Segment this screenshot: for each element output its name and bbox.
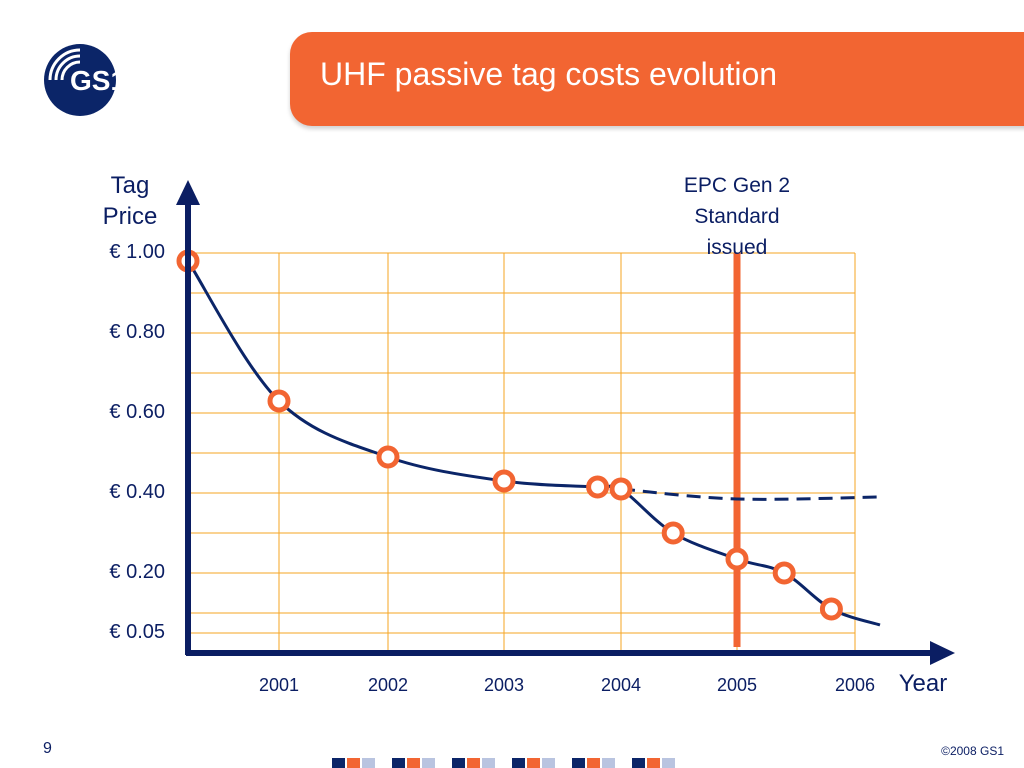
annotation-line-1: EPC Gen 2 (683, 174, 791, 197)
data-point-2 (376, 445, 400, 469)
footer-stripe-0 (332, 758, 345, 768)
footer-stripe-3 (377, 758, 390, 768)
footer-stripe-5 (407, 758, 420, 768)
footer-stripe-16 (572, 758, 585, 768)
y-tick-label: € 0.60 (109, 401, 165, 423)
footer-stripe-9 (467, 758, 480, 768)
data-point-6 (661, 521, 685, 545)
footer-stripe-6 (422, 758, 435, 768)
markers-group (176, 249, 843, 621)
logo-text: GS1 (70, 65, 126, 96)
x-axis-title: Year (898, 670, 948, 697)
data-point-5 (609, 477, 633, 501)
title-banner (290, 32, 1024, 126)
y-tick-label: € 0.80 (109, 321, 165, 343)
data-point-3 (492, 469, 516, 493)
chart-grid (188, 252, 856, 653)
footer-stripe-2 (362, 758, 375, 768)
footer-stripe-22 (662, 758, 675, 768)
footer-stripe-1 (347, 758, 360, 768)
x-tick-label: 2004 (600, 675, 642, 695)
footer-stripe-10 (482, 758, 495, 768)
x-tick-label: 2005 (716, 675, 758, 695)
data-point-9 (819, 597, 843, 621)
data-point-1 (267, 389, 291, 413)
footer-stripe-18 (602, 758, 615, 768)
y-tick-label: € 1.00 (109, 241, 165, 263)
footer-stripe-15 (557, 758, 570, 768)
copyright: ©2008 GS1 (941, 744, 1004, 758)
footer-stripe-23 (677, 758, 690, 768)
data-point-4 (586, 475, 610, 499)
x-tick-label: 2001 (258, 675, 300, 695)
x-tick-label: 2002 (367, 675, 409, 695)
footer-stripe-11 (497, 758, 510, 768)
annotation-line-2: Standard (694, 205, 780, 228)
footer-stripe-21 (647, 758, 660, 768)
slide-title: UHF passive tag costs evolution (320, 56, 778, 92)
data-point-7 (725, 547, 749, 571)
gs1-logo: GS1 (44, 44, 126, 116)
footer-stripe-8 (452, 758, 465, 768)
footer-stripe-13 (527, 758, 540, 768)
annotation-text: EPC Gen 2 Standard issued (657, 170, 817, 263)
y-tick-label: € 0.40 (109, 481, 165, 503)
y-tick-label: € 0.05 (109, 621, 165, 643)
data-point-8 (772, 561, 796, 585)
footer-stripes (332, 758, 690, 768)
page-number: 9 (43, 740, 52, 757)
series-line-dashed (620, 487, 881, 501)
footer-stripe-7 (437, 758, 450, 768)
footer-stripe-17 (587, 758, 600, 768)
x-tick-label: 2006 (834, 675, 876, 695)
footer-stripe-12 (512, 758, 525, 768)
footer-stripe-20 (632, 758, 645, 768)
x-tick-label: 2003 (483, 675, 525, 695)
footer-stripe-19 (617, 758, 630, 768)
y-tick-label: € 0.20 (109, 561, 165, 583)
x-axis-arrow (930, 641, 955, 665)
footer-stripe-14 (542, 758, 555, 768)
y-axis-title: Tag Price (102, 172, 158, 230)
y-axis-arrow (176, 180, 200, 205)
footer-stripe-4 (392, 758, 405, 768)
annotation-line-3: issued (706, 236, 768, 259)
axes-group (176, 180, 955, 665)
